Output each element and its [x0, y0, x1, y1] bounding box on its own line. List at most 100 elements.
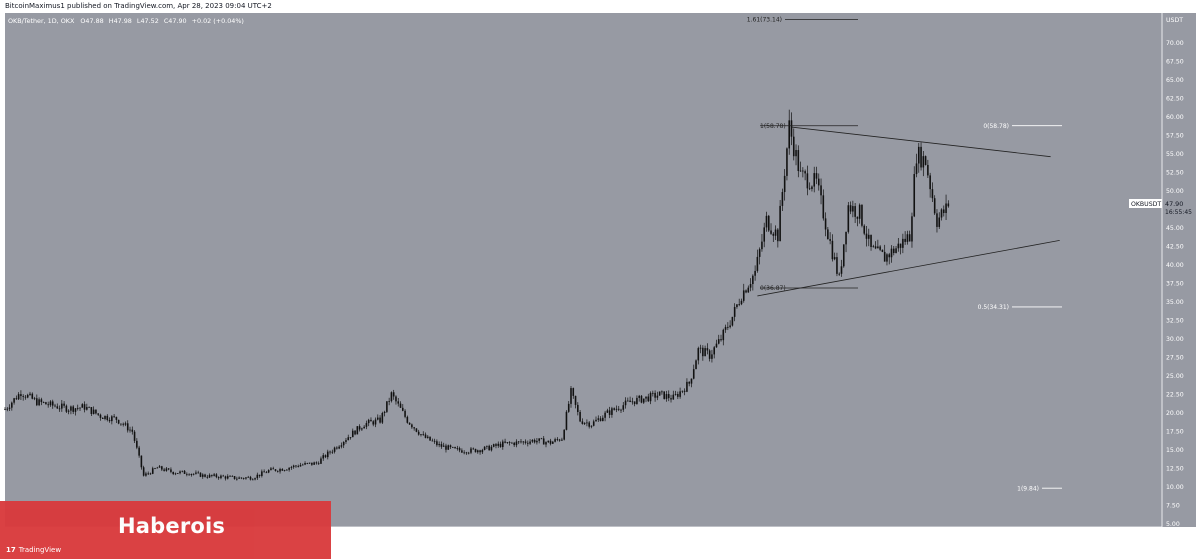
- candle-body: [881, 249, 884, 252]
- candle-body: [561, 439, 563, 441]
- candle-body: [297, 466, 300, 467]
- candle-body: [829, 239, 831, 241]
- candle-body: [61, 403, 63, 409]
- candle-body: [63, 403, 65, 406]
- candle-body: [263, 471, 265, 473]
- candle-body: [361, 428, 363, 430]
- candle-body: [722, 329, 725, 341]
- x-tick-label: Jun: [1018, 531, 1029, 538]
- candle-body: [220, 475, 222, 479]
- candle-body: [863, 225, 866, 234]
- candle-body: [58, 408, 61, 410]
- candle-body: [502, 441, 504, 448]
- candle-body: [392, 392, 395, 397]
- candle-body: [188, 474, 190, 476]
- candle-body: [779, 205, 781, 242]
- candle-body: [24, 396, 27, 398]
- y-tick-label: 42.50: [1166, 243, 1184, 250]
- candle-body: [329, 451, 331, 453]
- candle-body: [322, 455, 325, 459]
- candle-body: [49, 401, 52, 406]
- candle-body: [708, 350, 711, 359]
- candle-body: [747, 287, 750, 293]
- candle-body: [629, 400, 631, 403]
- candle-body: [524, 441, 527, 443]
- candle-body: [113, 416, 115, 418]
- candle-body: [527, 442, 529, 444]
- candle-body: [699, 347, 702, 349]
- candle-body: [65, 405, 68, 412]
- candle-body: [97, 413, 99, 415]
- candle-body: [217, 477, 220, 479]
- candle-body: [433, 440, 436, 442]
- y-tick-label: 27.50: [1166, 355, 1184, 362]
- candle-body: [154, 468, 156, 470]
- candle-body: [783, 175, 786, 193]
- candle-body: [770, 230, 772, 234]
- tag-countdown: 16:55:45: [1165, 209, 1192, 216]
- candle-body: [658, 391, 661, 396]
- candle-body: [892, 248, 895, 254]
- candle-body: [765, 215, 768, 228]
- candle-body: [679, 391, 681, 397]
- plot-area[interactable]: [5, 13, 1196, 527]
- candle-body: [251, 479, 254, 481]
- candle-body: [242, 478, 245, 479]
- candle-body: [933, 198, 936, 214]
- candle-body: [231, 475, 234, 477]
- candle-body: [670, 398, 672, 400]
- candle-body: [165, 468, 168, 471]
- x-tick-label: Jul: [1087, 531, 1096, 538]
- candle-body: [320, 458, 322, 464]
- candle-body: [372, 421, 375, 425]
- y-tick-label: 25.00: [1166, 373, 1184, 380]
- candle-body: [611, 408, 613, 415]
- x-tick-label: Dec: [604, 531, 617, 538]
- candle-body: [422, 434, 425, 436]
- tradingview-brand[interactable]: 17 TradingView: [6, 546, 61, 554]
- candle-body: [338, 446, 340, 449]
- candle-body: [390, 392, 393, 402]
- candle-body: [508, 442, 511, 443]
- candle-body: [190, 474, 193, 476]
- candle-body: [490, 446, 493, 451]
- candle-body: [315, 462, 318, 464]
- candle-body: [695, 360, 697, 370]
- candle-body: [522, 441, 525, 443]
- candle-body: [756, 256, 759, 271]
- tag-price: 47.90: [1165, 200, 1183, 208]
- candle-body: [788, 120, 791, 149]
- y-tick-label: 65.00: [1166, 77, 1184, 84]
- candle-body: [192, 473, 195, 475]
- candle-body: [742, 290, 745, 301]
- candle-body: [13, 398, 15, 403]
- candle-body: [920, 146, 922, 168]
- x-tick-label: Oct: [466, 531, 477, 538]
- candle-body: [424, 434, 427, 438]
- candle-body: [661, 391, 663, 393]
- candle-body: [463, 452, 465, 454]
- candle-body: [26, 394, 29, 398]
- candle-body: [858, 204, 861, 219]
- candle-body: [795, 150, 797, 157]
- candle-body: [842, 244, 845, 267]
- candle-body: [288, 467, 290, 470]
- candle-body: [199, 472, 202, 477]
- candle-body: [449, 445, 452, 448]
- candle-body: [729, 325, 731, 328]
- candle-body: [281, 468, 284, 471]
- candle-body: [104, 415, 106, 419]
- candle-body: [556, 439, 559, 440]
- candle-body: [401, 407, 404, 411]
- candle-body: [704, 348, 706, 357]
- candle-body: [581, 421, 584, 424]
- candle-body: [451, 446, 454, 448]
- y-tick-label: 12.50: [1166, 466, 1184, 473]
- candle-body: [226, 476, 229, 479]
- candle-body: [749, 284, 752, 288]
- candle-body: [599, 418, 602, 422]
- candle-body: [515, 441, 518, 446]
- candle-body: [908, 234, 911, 242]
- y-tick-label: 70.00: [1166, 40, 1184, 47]
